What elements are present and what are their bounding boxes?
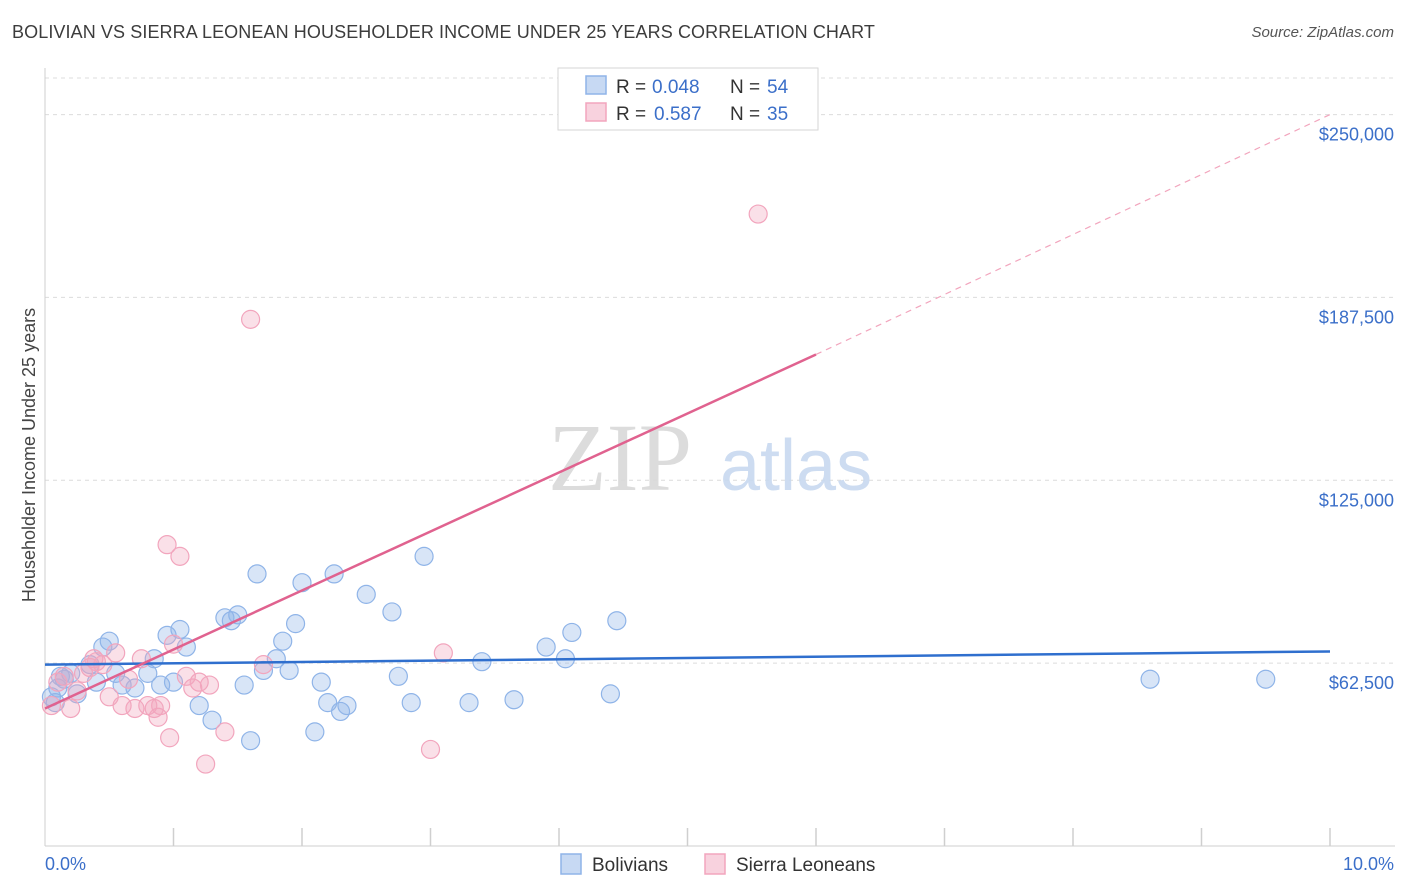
point-sierra-leoneans-34	[748, 204, 768, 224]
point-bolivians-34	[292, 573, 312, 593]
bottom-legend-label-bolivians: Bolivians	[592, 855, 668, 876]
point-bolivians-10	[99, 631, 119, 651]
y-axis-label: Householder Income Under 25 years	[19, 308, 39, 602]
watermark: ZIP atlas	[548, 404, 872, 511]
point-bolivians-47	[472, 652, 492, 672]
point-bolivians-28	[247, 564, 267, 584]
trend-line-sierra-leoneans	[44, 353, 817, 710]
legend-r-value-1: 0.048	[652, 77, 700, 98]
point-bolivians-53	[607, 611, 627, 631]
point-bolivians-51	[562, 622, 582, 643]
point-sierra-leoneans-32	[420, 739, 441, 760]
point-bolivians-55	[1256, 669, 1276, 689]
legend-swatch-bolivians	[585, 75, 607, 95]
legend-n-value-1: 54	[767, 77, 789, 98]
bottom-legend-swatch-bolivians	[560, 853, 582, 875]
point-sierra-leoneans-3	[61, 698, 81, 719]
point-bolivians-36	[311, 672, 331, 692]
legend-r-label-2: R =	[616, 104, 646, 125]
chart-source: Source: ZipAtlas.com	[1251, 24, 1394, 41]
point-sierra-leoneans-21	[160, 728, 180, 748]
point-bolivians-48	[504, 690, 524, 710]
legend-n-value-2: 35	[767, 104, 788, 125]
point-bolivians-45	[414, 546, 434, 566]
point-bolivians-35	[305, 722, 325, 742]
point-bolivians-46	[459, 693, 479, 713]
chart-title: BOLIVIAN VS SIERRA LEONEAN HOUSEHOLDER I…	[12, 22, 876, 42]
legend-stats: R = 0.048 N = 54 R = 0.587 N = 35	[557, 67, 819, 131]
point-sierra-leoneans-27	[196, 754, 216, 774]
trend-line-bolivians	[44, 650, 1331, 666]
point-sierra-leoneans-18	[148, 707, 168, 727]
point-sierra-leoneans-33	[433, 643, 453, 663]
point-bolivians-27	[241, 731, 261, 751]
point-sierra-leoneans-31	[253, 655, 274, 675]
legend-n-label-1: N =	[730, 77, 760, 98]
bottom-legend-label-sierra-leoneans: Sierra Leoneans	[736, 855, 875, 876]
point-bolivians-52	[600, 684, 621, 704]
point-bolivians-42	[382, 602, 402, 622]
legend-series: Bolivians Sierra Leoneans	[560, 853, 875, 876]
trend-line-extension-sierra-leoneans	[815, 114, 1331, 356]
point-bolivians-40	[337, 695, 357, 716]
point-sierra-leoneans-2	[54, 666, 74, 686]
point-sierra-leoneans-29	[215, 722, 235, 742]
point-bolivians-32	[279, 660, 299, 681]
y-tick-label-2: $187,500	[1319, 307, 1394, 327]
point-sierra-leoneans-23	[170, 546, 190, 566]
watermark-atlas: atlas	[720, 426, 872, 506]
point-bolivians-41	[356, 584, 376, 604]
y-tick-label-1: $125,000	[1319, 490, 1394, 510]
point-bolivians-33	[285, 614, 306, 634]
y-tick-label-0: $62,500	[1329, 673, 1394, 693]
legend-r-label-1: R =	[616, 77, 646, 98]
point-bolivians-43	[388, 666, 408, 686]
axes: $62,500 $125,000 $187,500 $250,000 0.0% 10.0%	[44, 68, 1395, 874]
point-sierra-leoneans-28	[199, 675, 220, 695]
point-sierra-leoneans-20	[157, 535, 177, 555]
legend-n-label-2: N =	[730, 104, 760, 125]
point-bolivians-49	[536, 637, 556, 657]
x-tick-label-0: 0.0%	[45, 854, 86, 874]
trend-lines	[44, 114, 1331, 710]
legend-swatch-sierra-leoneans	[585, 102, 607, 122]
point-bolivians-31	[273, 631, 293, 651]
point-bolivians-21	[189, 695, 209, 716]
point-bolivians-54	[1140, 669, 1160, 689]
point-bolivians-26	[234, 675, 254, 695]
y-tick-label-3: $250,000	[1319, 125, 1394, 145]
gridlines	[45, 77, 1395, 664]
point-sierra-leoneans-19	[151, 695, 171, 716]
point-sierra-leoneans-11	[106, 643, 126, 663]
point-bolivians-22	[202, 710, 222, 730]
bottom-legend-swatch-sierra-leoneans	[704, 853, 726, 875]
point-bolivians-44	[401, 693, 421, 713]
legend-r-value-2: 0.587	[654, 104, 702, 125]
point-sierra-leoneans-30	[241, 309, 261, 329]
x-tick-label-1: 10.0%	[1343, 854, 1394, 874]
